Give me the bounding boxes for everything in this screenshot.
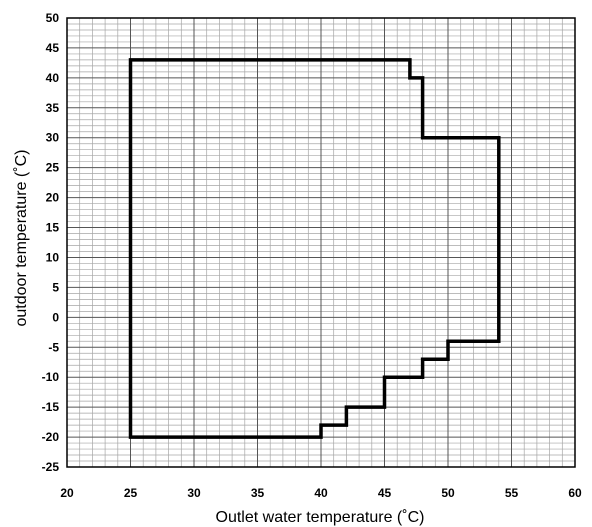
x-tick-label: 40: [314, 486, 328, 500]
x-tick-labels: 20 25 30 35 40 45 50 55 60: [60, 486, 582, 500]
plot-frame: [66, 17, 576, 468]
y-axis-label: outdoor temperature (˚C): [13, 150, 30, 327]
y-tick-label: 20: [46, 191, 60, 205]
x-tick-label: 55: [505, 486, 519, 500]
y-tick-label: 5: [52, 280, 59, 294]
y-tick-label: 35: [46, 101, 60, 115]
x-axis-label: Outlet water temperature (˚C): [216, 509, 425, 526]
series-layer: [128, 58, 501, 439]
y-tick-label: 10: [46, 250, 60, 264]
y-tick-label: 40: [46, 71, 60, 85]
y-tick-label: -25: [42, 460, 60, 474]
x-tick-label: 60: [568, 486, 582, 500]
y-tick-label: -15: [42, 400, 60, 414]
y-tick-labels: -25 -20 -15 -10 -5 0 5 10 15 20 25 30 35 40 45 50: [42, 11, 60, 474]
y-tick-label: 50: [46, 11, 60, 25]
y-tick-label: 25: [46, 161, 60, 175]
y-tick-label: -20: [42, 430, 60, 444]
x-tick-label: 30: [187, 486, 201, 500]
x-tick-label: 20: [60, 486, 74, 500]
y-tick-label: 0: [52, 310, 59, 324]
y-tick-label: -10: [42, 370, 60, 384]
operating-envelope-line: [128, 58, 501, 439]
x-tick-label: 25: [124, 486, 138, 500]
x-tick-label: 45: [378, 486, 392, 500]
x-tick-label: 35: [251, 486, 265, 500]
y-tick-label: 15: [46, 221, 60, 235]
x-tick-label: 50: [441, 486, 455, 500]
y-tick-label: 45: [46, 41, 60, 55]
y-tick-label: 30: [46, 131, 60, 145]
y-tick-label: -5: [48, 340, 59, 354]
